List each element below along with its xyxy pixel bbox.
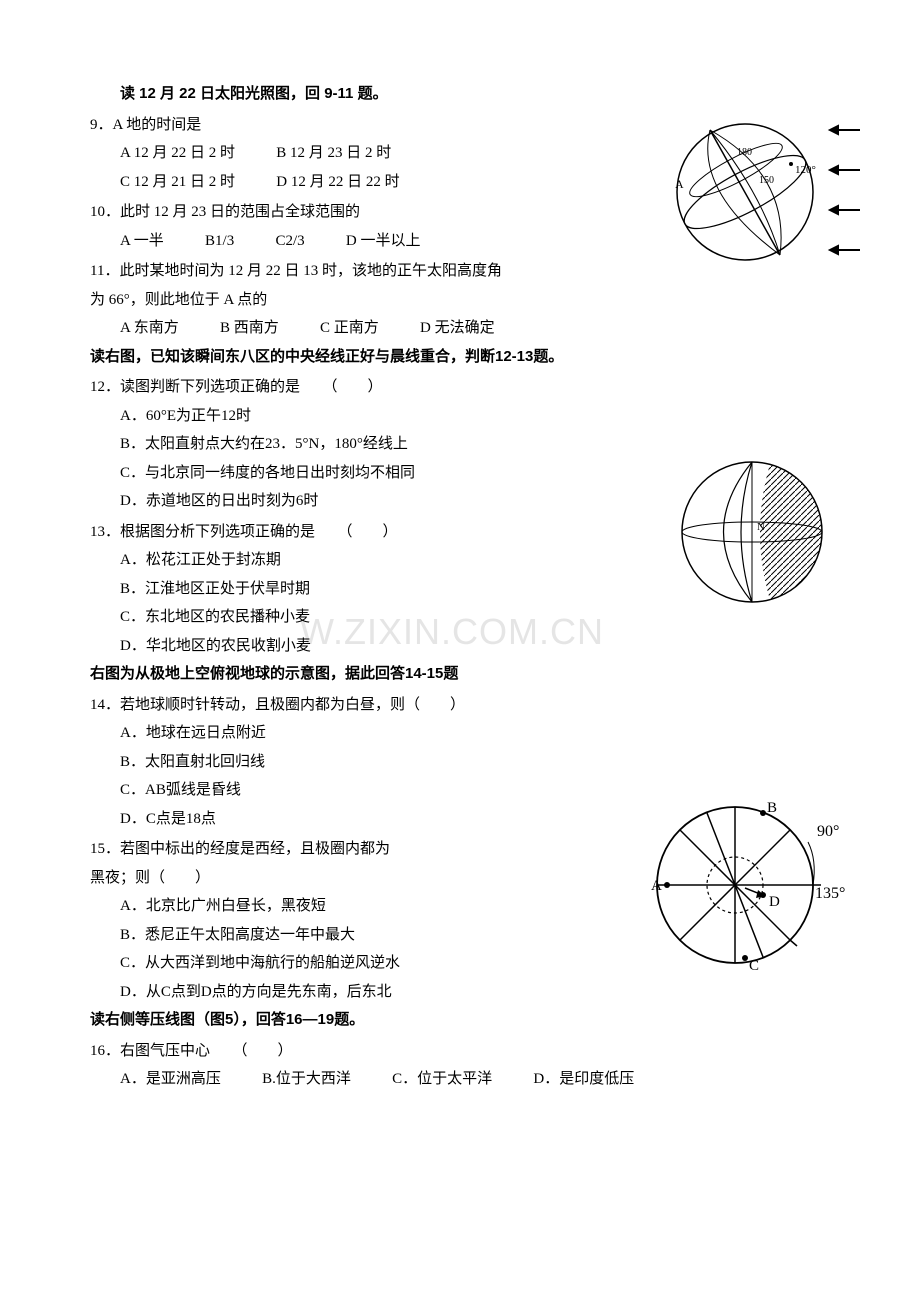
question-10: 10．此时 12 月 23 日的范围占全球范围的 A 一半 B1/3 C2/3 …: [90, 198, 830, 255]
q10-opts: A 一半 B1/3 C2/3 D 一半以上: [90, 227, 830, 256]
question-14: 14．若地球顺时针转动，且极圈内都为白昼，则（ ） A．地球在远日点附近 B．太…: [90, 691, 830, 834]
question-13: 13．根据图分析下列选项正确的是 （ ） A．松花江正处于封冻期 B．江淮地区正…: [90, 518, 830, 661]
q14-stem: 14．若地球顺时针转动，且极圈内都为白昼，则（ ）: [90, 691, 830, 720]
q16-d[interactable]: D．是印度低压: [533, 1071, 634, 1087]
q15-d[interactable]: D．从C点到D点的方向是先东南，后东北: [120, 978, 830, 1007]
q11-opts: A 东南方 B 西南方 C 正南方 D 无法确定: [90, 314, 830, 343]
q11-stem1: 11．此时某地时间为 12 月 22 日 13 时，该地的正午太阳高度角: [90, 257, 830, 286]
q9-row1: A 12 月 22 日 2 时 B 12 月 23 日 2 时: [90, 139, 830, 168]
q15-b[interactable]: B．悉尼正午太阳高度达一年中最大: [120, 921, 830, 950]
q12-stem: 12．读图判断下列选项正确的是 （ ）: [90, 373, 830, 402]
q16-a[interactable]: A．是亚洲高压: [120, 1071, 221, 1087]
q13-d[interactable]: D．华北地区的农民收割小麦: [120, 632, 830, 661]
q15-stem2: 黑夜；则（ ）: [90, 864, 830, 893]
q16-opts: A．是亚洲高压 B.位于大西洋 C．位于太平洋 D．是印度低压: [90, 1065, 830, 1094]
q9-c[interactable]: C 12 月 21 日 2 时: [120, 174, 235, 190]
q13-c[interactable]: C．东北地区的农民播种小麦: [120, 603, 830, 632]
q14-d[interactable]: D．C点是18点: [120, 805, 830, 834]
q10-b[interactable]: B1/3: [205, 233, 234, 249]
instruction-9-11: 读 12 月 22 日太阳光照图，回 9-11 题。: [90, 80, 830, 109]
q12-a[interactable]: A．60°E为正午12时: [120, 402, 830, 431]
q9-d[interactable]: D 12 月 22 日 22 时: [276, 174, 399, 190]
page-content: 读 12 月 22 日太阳光照图，回 9-11 题。 9．A 地的时间是 A 1…: [90, 80, 830, 1094]
q11-b[interactable]: B 西南方: [220, 320, 279, 336]
question-9: 9．A 地的时间是 A 12 月 22 日 2 时 B 12 月 23 日 2 …: [90, 111, 830, 197]
q15-stem1: 15．若图中标出的经度是西经，且极圈内都为: [90, 835, 830, 864]
q10-a[interactable]: A 一半: [120, 233, 164, 249]
question-15: 15．若图中标出的经度是西经，且极圈内都为 黑夜；则（ ） A．北京比广州白昼长…: [90, 835, 830, 1006]
q12-d[interactable]: D．赤道地区的日出时刻为6时: [120, 487, 830, 516]
q12-c[interactable]: C．与北京同一纬度的各地日出时刻均不相同: [120, 459, 830, 488]
q14-b[interactable]: B．太阳直射北回归线: [120, 748, 830, 777]
q13-stem: 13．根据图分析下列选项正确的是 （ ）: [90, 518, 830, 547]
instruction-12-13: 读右图，已知该瞬间东八区的中央经线正好与晨线重合，判断12-13题。: [90, 343, 830, 372]
question-12: 12．读图判断下列选项正确的是 （ ） A．60°E为正午12时 B．太阳直射点…: [90, 373, 830, 516]
q11-d[interactable]: D 无法确定: [420, 320, 495, 336]
question-16: 16．右图气压中心 （ ） A．是亚洲高压 B.位于大西洋 C．位于太平洋 D．…: [90, 1037, 830, 1094]
q14-a[interactable]: A．地球在远日点附近: [120, 719, 830, 748]
q10-stem: 10．此时 12 月 23 日的范围占全球范围的: [90, 198, 830, 227]
q16-stem: 16．右图气压中心 （ ）: [90, 1037, 830, 1066]
q10-d[interactable]: D 一半以上: [346, 233, 421, 249]
q15-a[interactable]: A．北京比广州白昼长，黑夜短: [120, 892, 830, 921]
q13-a[interactable]: A．松花江正处于封冻期: [120, 546, 830, 575]
instruction-14-15: 右图为从极地上空俯视地球的示意图，据此回答14-15题: [90, 660, 830, 689]
q12-b[interactable]: B．太阳直射点大约在23．5°N，180°经线上: [120, 430, 830, 459]
q11-c[interactable]: C 正南方: [320, 320, 379, 336]
q9-b[interactable]: B 12 月 23 日 2 时: [276, 145, 391, 161]
q9-row2: C 12 月 21 日 2 时 D 12 月 22 日 22 时: [90, 168, 830, 197]
q14-c[interactable]: C．AB弧线是昏线: [120, 776, 830, 805]
q16-b[interactable]: B.位于大西洋: [262, 1071, 351, 1087]
q11-stem2: 为 66°，则此地位于 A 点的: [90, 286, 830, 315]
q9-stem: 9．A 地的时间是: [90, 111, 830, 140]
q16-c[interactable]: C．位于太平洋: [392, 1071, 492, 1087]
q10-c[interactable]: C2/3: [275, 233, 304, 249]
question-11: 11．此时某地时间为 12 月 22 日 13 时，该地的正午太阳高度角 为 6…: [90, 257, 830, 343]
instruction-16-19: 读右侧等压线图（图5），回答16—19题。: [90, 1006, 830, 1035]
q13-b[interactable]: B．江淮地区正处于伏旱时期: [120, 575, 830, 604]
q15-c[interactable]: C．从大西洋到地中海航行的船舶逆风逆水: [120, 949, 830, 978]
q11-a[interactable]: A 东南方: [120, 320, 179, 336]
q9-a[interactable]: A 12 月 22 日 2 时: [120, 145, 235, 161]
